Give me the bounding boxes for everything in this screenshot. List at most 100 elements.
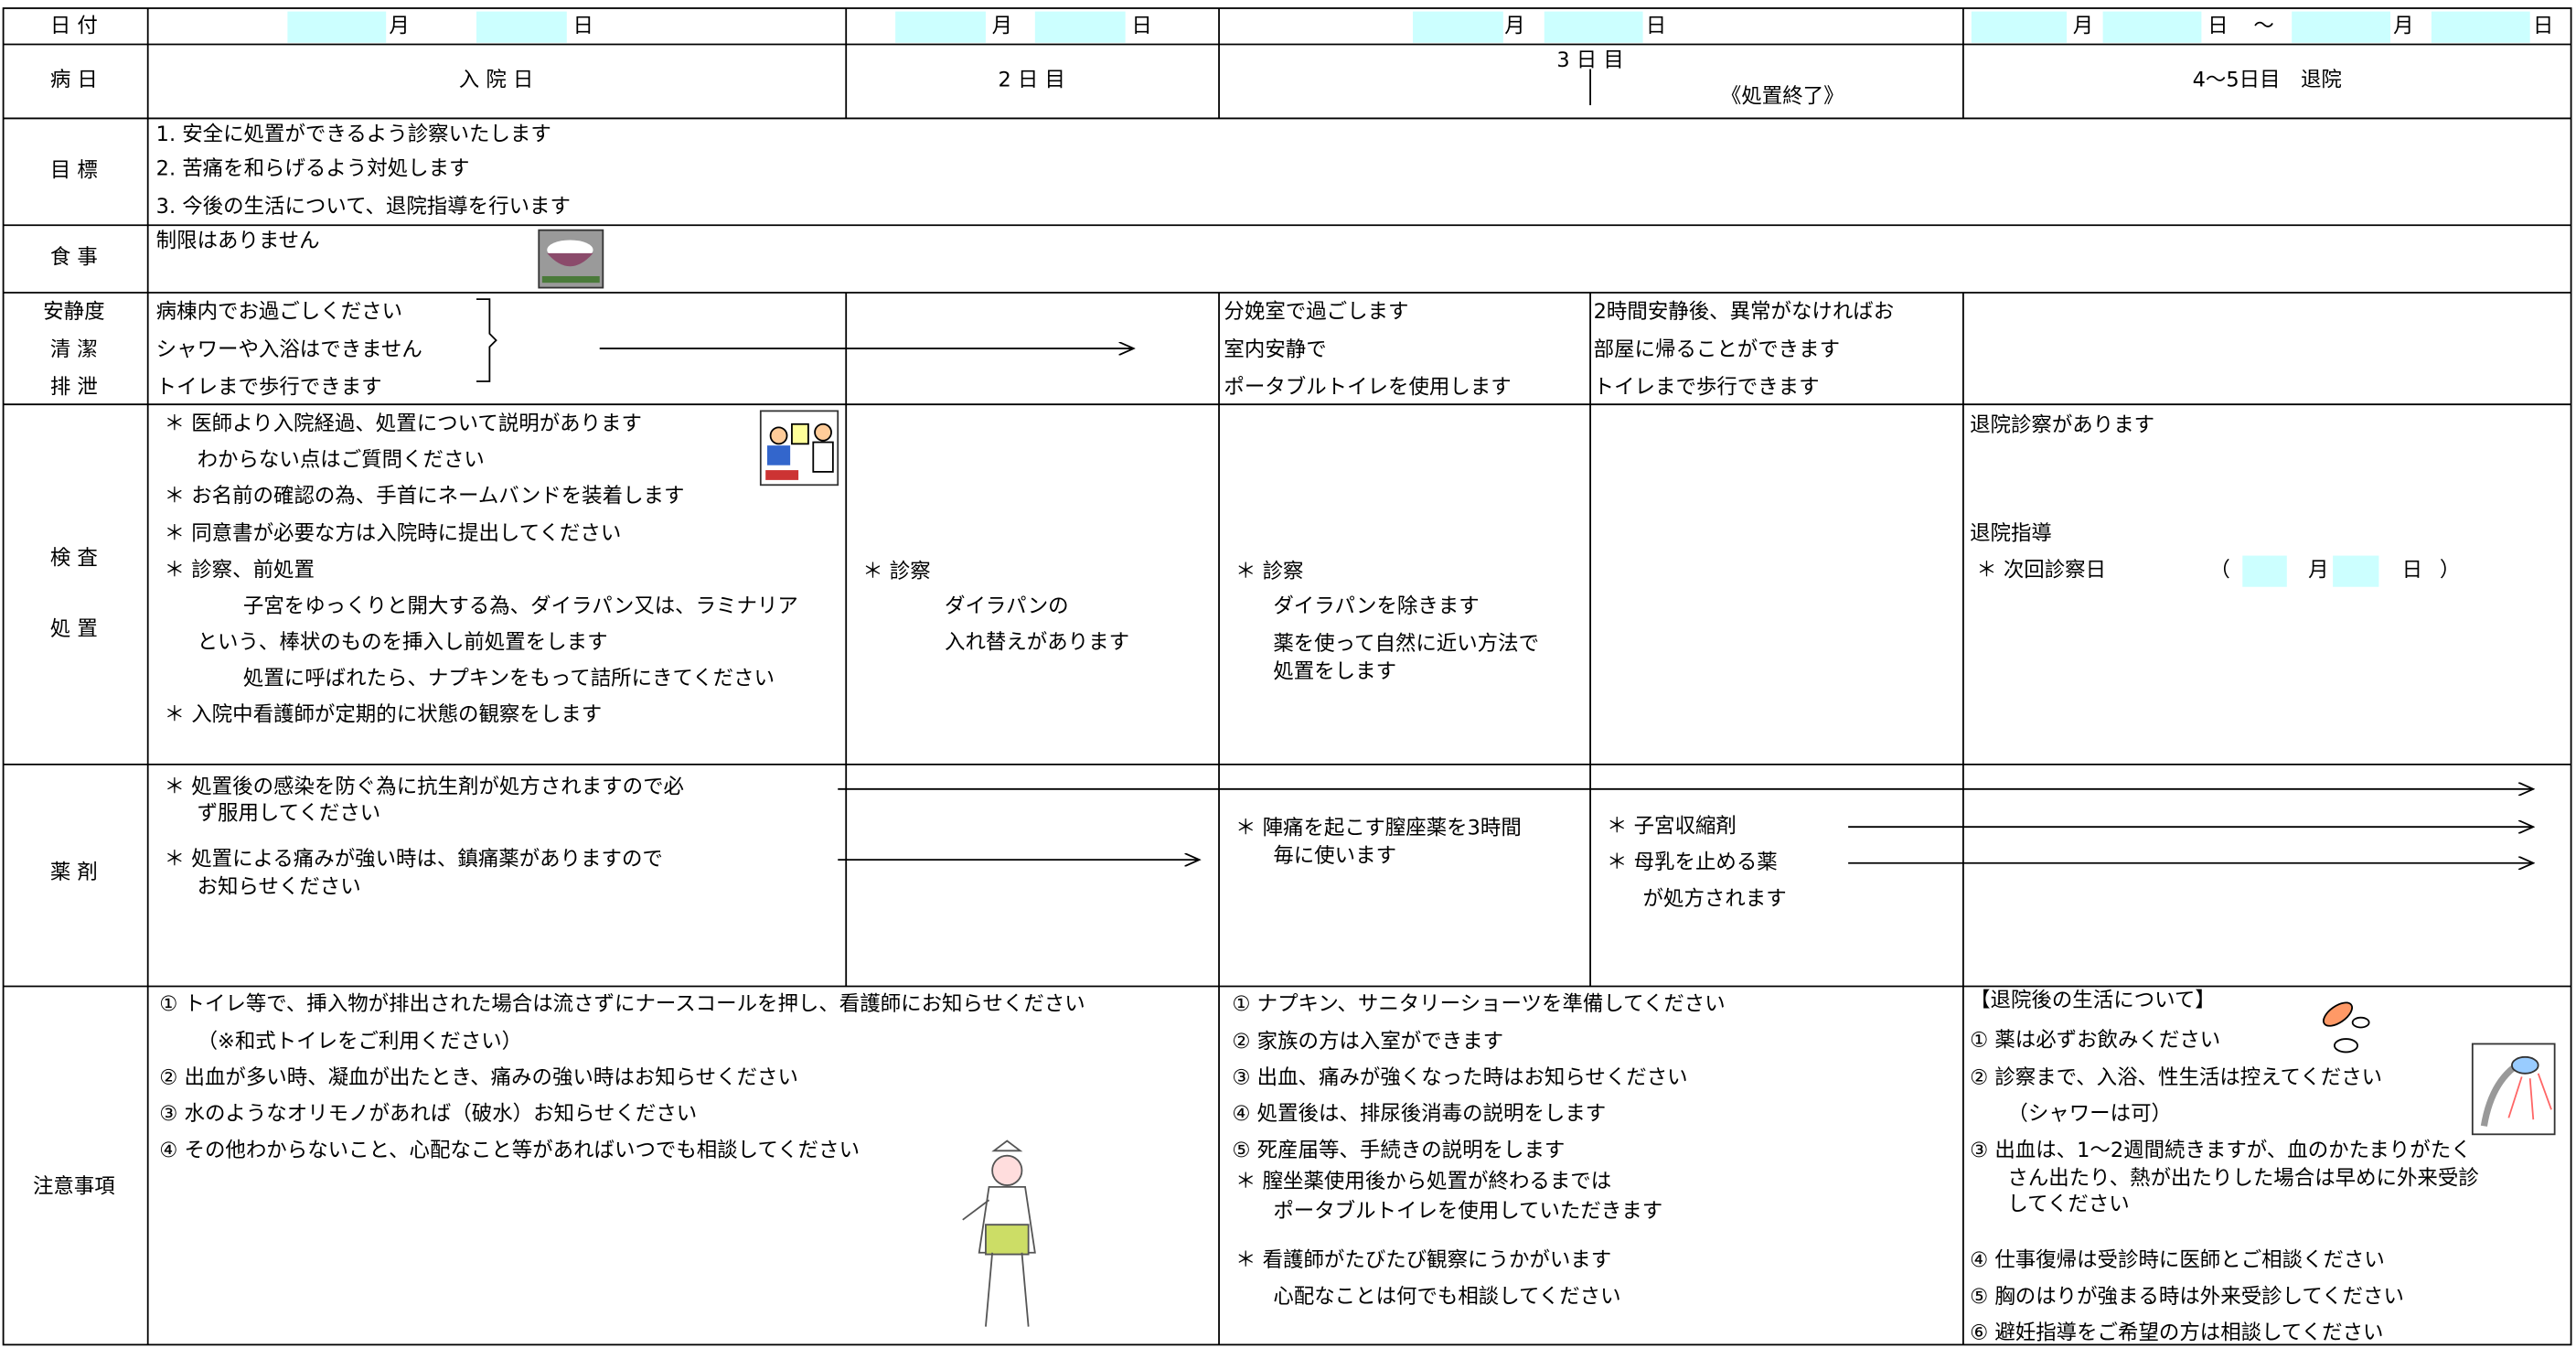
cell-text: ④ 処置後は、排尿後消毒の説明をします	[1232, 1102, 1606, 1126]
cell-text: 日	[2533, 14, 2553, 37]
cell-text: 2 日 目	[999, 69, 1065, 92]
cell-text: 3. 今後の生活について、退院指導を行います	[156, 195, 571, 219]
cell-text: ポータブルトイレを使用します	[1224, 376, 1511, 400]
cell-text: 病棟内でお過ごしください	[156, 300, 402, 324]
cell-text: 清 潔	[50, 337, 98, 361]
cell-text: ② 診察まで、入浴、性生活は控えてください	[1970, 1066, 2382, 1090]
cell-text: ② 出血が多い時、凝血が出たとき、痛みの強い時はお知らせください	[159, 1066, 798, 1090]
cell-text: 入れ替えがあります	[945, 630, 1129, 654]
cell-text: 処 置	[50, 617, 98, 641]
cell-text: ～	[2253, 14, 2273, 37]
cell-text: ＊ 診察	[1235, 560, 1303, 583]
cell-text: お知らせください	[198, 875, 361, 899]
cell-text: ＊ 処置後の感染を防ぐ為に抗生剤が処方されますので必	[165, 776, 684, 799]
cell-text: ＊ 看護師がたびたび観察にうかがいます	[1235, 1248, 1611, 1272]
cell-text: 注意事項	[33, 1174, 115, 1198]
cell-text: 毎に使います	[1273, 844, 1396, 868]
arrows	[476, 298, 2533, 863]
cell-text: 日	[1131, 14, 1151, 37]
cell-text: 処置をします	[1273, 660, 1396, 684]
cell-text: 《処置終了》	[1721, 85, 1844, 109]
cell-text: が処方されます	[1643, 887, 1787, 911]
cell-text: さん出たり、熱が出たりした場合は早めに外来受診	[2007, 1166, 2478, 1190]
cell-text: 室内安静で	[1224, 337, 1326, 361]
cell-text: ① 薬は必ずお飲みください	[1970, 1028, 2220, 1052]
cell-text: 3 日 目	[1556, 48, 1623, 72]
cell-text: 分娩室で過ごします	[1224, 300, 1408, 324]
cell-text: 月	[992, 14, 1012, 37]
cell-text: 入 院 日	[459, 69, 534, 92]
cell-text: 食 事	[50, 246, 98, 270]
cell-text: ④ その他わからないこと、心配なこと等があればいつでも相談してください	[159, 1139, 860, 1162]
cell-text: トイレまで歩行できます	[156, 376, 382, 400]
cell-text: わからない点はご質問ください	[198, 448, 485, 472]
nurse-icon	[962, 1139, 1036, 1327]
cell-text: ダイラパンを除きます	[1273, 594, 1479, 618]
cell-text: 病 日	[50, 69, 98, 92]
cell-text: （シャワーは可）	[2007, 1102, 2172, 1126]
cell-text: 制限はありません	[156, 230, 320, 253]
cell-text: ＊ お名前の確認の為、手首にネームバンドを装着します	[165, 484, 685, 508]
cell-text: 薬を使って自然に近い方法で	[1273, 632, 1539, 656]
cell-text: 日 付	[50, 14, 98, 37]
cell-text: ⑥ 避妊指導をご希望の方は相談してください	[1970, 1321, 2383, 1344]
meal-icon	[538, 229, 604, 289]
cell-text: ＊ 処置による痛みが強い時は、鎮痛薬がありますので	[165, 848, 663, 872]
cell-text: 検 査	[50, 547, 98, 571]
cell-text: 目 標	[50, 158, 98, 182]
cell-text: ③ 出血は、1～2週間続きますが、血のかたまりがたく	[1970, 1139, 2472, 1162]
cell-text: （※和式トイレをご利用ください）	[198, 1030, 523, 1054]
grid	[2, 7, 2572, 1346]
cell-text: ず服用してください	[198, 801, 381, 825]
cell-text: ＊ 母乳を止める薬	[1607, 851, 1778, 874]
cell-text: ポータブルトイレを使用していただきます	[1273, 1199, 1662, 1223]
cell-text: 2. 苦痛を和らげるよう対処します	[156, 157, 470, 181]
cell-text: 退院指導	[1970, 522, 2052, 546]
cell-text: 1. 安全に処置ができるよう診察いたします	[156, 123, 551, 146]
cell-text: 月	[2393, 14, 2413, 37]
cell-text: ＊ 診察	[862, 560, 930, 583]
cell-text: 排 泄	[50, 376, 98, 400]
cell-text: ⑤ 胸のはりが強まる時は外来受診してください	[1970, 1285, 2404, 1309]
cell-text: 日	[2207, 14, 2228, 37]
cell-text: ＊ 診察、前処置	[165, 558, 315, 582]
cell-text: 【退院後の生活について】	[1970, 989, 2216, 1012]
cell-text: ① ナプキン、サニタリーショーツを準備してください	[1232, 992, 1725, 1016]
cell-text: トイレまで歩行できます	[1594, 376, 1820, 400]
cell-text: 安静度	[43, 300, 104, 324]
cell-text: 2時間安静後、異常がなければお	[1594, 300, 1895, 324]
cell-text: ② 家族の方は入室ができます	[1232, 1030, 1503, 1054]
cell-text: ＊ 次回診察日	[1976, 558, 2106, 582]
cell-text: 日	[573, 14, 593, 37]
cell-text: ）	[2440, 558, 2460, 582]
cell-text: ダイラパンの	[945, 594, 1069, 618]
cell-text: ＊ 陣痛を起こす膣座薬を3時間	[1235, 816, 1522, 840]
cell-text: シャワーや入浴はできません	[156, 337, 422, 361]
cell-text: ⑤ 死産届等、手続きの説明をします	[1232, 1139, 1565, 1162]
cell-text: ＊ 子宮収縮剤	[1607, 815, 1737, 839]
cell-text: ＊ 医師より入院経過、処置について説明があります	[165, 412, 642, 435]
shower-icon	[2471, 1043, 2556, 1136]
cell-text: という、棒状のものを挿入し前処置をします	[198, 630, 608, 654]
pill-icon	[2323, 1001, 2370, 1054]
cell-text: 4～5日目 退院	[2193, 69, 2342, 92]
cell-text: 月	[2308, 558, 2328, 582]
cell-text: ④ 仕事復帰は受診時に医師とご相談ください	[1970, 1248, 2385, 1272]
doctor-icon	[759, 410, 839, 487]
cell-text: 月	[389, 14, 409, 37]
cell-text: 日	[1646, 14, 1666, 37]
cell-text: してください	[2007, 1193, 2129, 1216]
cell-text: ＊ 同意書が必要な方は入院時に提出してください	[165, 522, 622, 546]
cell-text: ③ 水のようなオリモノがあれば（破水）お知らせください	[159, 1102, 697, 1126]
cell-text: （	[2209, 558, 2229, 582]
cell-text: 処置に呼ばれたら、ナプキンをもって詰所にきてください	[243, 667, 775, 690]
cell-text: ① トイレ等で、挿入物が排出された場合は流さずにナースコールを押し、看護師にお知…	[159, 992, 1085, 1016]
cell-text: 部屋に帰ることができます	[1594, 337, 1840, 361]
cell-text: 月	[1504, 14, 1524, 37]
date-fields	[287, 11, 2530, 587]
cell-text: ＊ 入院中看護師が定期的に状態の観察をします	[165, 702, 603, 726]
cell-text: 子宮をゆっくりと開大する為、ダイラパン又は、ラミナリア	[243, 594, 798, 618]
cell-text: 日	[2402, 558, 2422, 582]
